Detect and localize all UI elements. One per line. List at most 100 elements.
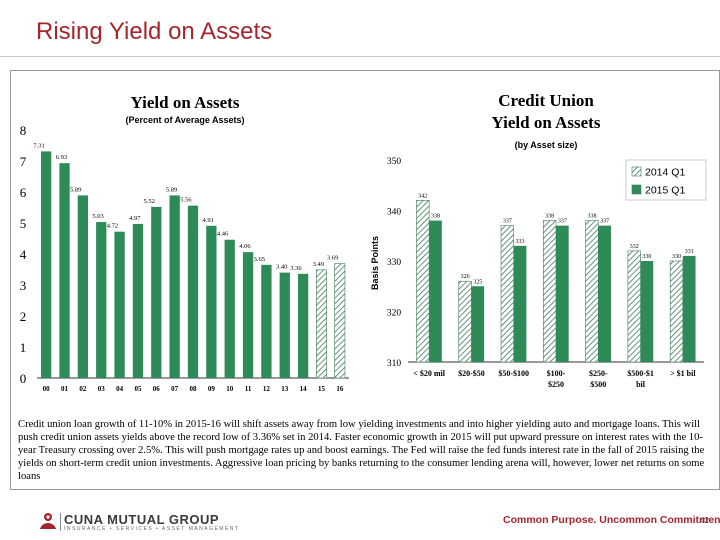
- x-tick-label: 15: [318, 385, 326, 393]
- slide-caption: Credit union loan growth of 11-10% in 20…: [18, 419, 705, 482]
- chart-title: Yield on Assets: [131, 93, 240, 112]
- x-tick-label: $250: [548, 380, 564, 389]
- bar-2014-q1: [500, 225, 515, 363]
- bar-2014-q1: [669, 260, 684, 363]
- bar-2015-q1: [429, 220, 442, 362]
- bar-2014-q1: [627, 250, 641, 363]
- data-label: 4.97: [129, 215, 141, 222]
- legend-swatch: [631, 166, 642, 177]
- data-label: 3.40: [276, 264, 287, 271]
- x-tick-label: 02: [79, 385, 87, 393]
- x-tick-label: 06: [153, 385, 161, 393]
- data-label: 5.03: [92, 213, 103, 220]
- x-tick-label: $250-: [589, 369, 608, 378]
- bar-06: [151, 206, 162, 378]
- x-tick-label: 11: [245, 385, 252, 393]
- x-tick-label: 14: [300, 385, 308, 393]
- y-tick-label: 3: [20, 278, 27, 293]
- legend-label: 2014 Q1: [645, 167, 685, 179]
- x-tick-label: 16: [336, 385, 344, 393]
- bar-2015-q1: [513, 245, 527, 362]
- bar-08: [187, 205, 199, 378]
- bar-03: [96, 222, 107, 378]
- y-tick-label: 0: [20, 371, 27, 386]
- data-label: 3.69: [327, 255, 338, 262]
- x-tick-label: $500-$1: [627, 369, 654, 378]
- data-label: 338: [587, 214, 596, 220]
- y-tick-label: 310: [387, 359, 402, 369]
- data-label: 337: [600, 219, 609, 225]
- x-tick-label: > $1 bil: [670, 369, 696, 378]
- data-label: 332: [630, 244, 639, 250]
- data-label: 331: [685, 249, 694, 255]
- y-tick-label: 1: [20, 340, 27, 355]
- bar-2015-q1: [682, 255, 696, 362]
- y-axis-label: Basis Points: [370, 236, 380, 290]
- x-tick-label: $50-$100: [498, 369, 529, 378]
- x-tick-label: 08: [190, 385, 198, 393]
- yield-on-assets-chart: Yield on Assets (Percent of Average Asse…: [20, 93, 349, 393]
- y-tick-label: 2: [20, 309, 27, 324]
- y-tick-label: 330: [387, 258, 402, 268]
- x-tick-label: 04: [116, 385, 124, 393]
- bar-16: [334, 263, 346, 379]
- title-divider: [0, 56, 720, 57]
- x-tick-label: bil: [636, 380, 646, 389]
- data-label: 3.49: [313, 261, 324, 268]
- logo-divider: [60, 513, 61, 531]
- bar-2015-q1: [598, 225, 611, 362]
- bar-00: [41, 151, 52, 378]
- x-tick-label: $100-: [547, 369, 566, 378]
- bar-12: [261, 264, 272, 378]
- data-label: 333: [516, 239, 525, 245]
- y-tick-label: 7: [20, 154, 27, 169]
- slide-title: Rising Yield on Assets: [36, 18, 273, 45]
- data-label: 325: [473, 279, 482, 285]
- bar-2015-q1: [556, 225, 569, 362]
- chart-title-line-1: Credit Union: [498, 91, 594, 110]
- legend-swatch: [631, 184, 642, 195]
- y-tick-label: 8: [20, 123, 27, 138]
- bar-10: [224, 239, 235, 378]
- bar-11: [242, 252, 254, 378]
- bar-04: [114, 231, 125, 378]
- credit-union-yield-chart: Credit Union Yield on Assets (by Asset s…: [370, 91, 707, 389]
- x-tick-label: 12: [263, 385, 271, 393]
- cuna-mutual-logo: CUNA MUTUAL GROUP INSURANCE • SERVICES •…: [38, 511, 238, 533]
- data-label: 337: [558, 219, 567, 225]
- x-tick-label: 03: [98, 385, 106, 393]
- y-tick-label: 340: [387, 208, 402, 218]
- bar-2015-q1: [471, 286, 485, 362]
- bar-14: [297, 273, 309, 378]
- y-tick-label: 5: [20, 216, 27, 231]
- logo-name: CUNA MUTUAL GROUP: [64, 512, 220, 527]
- legend-label: 2015 Q1: [645, 185, 685, 197]
- y-tick-label: 6: [20, 185, 27, 200]
- data-label: 3.36: [290, 265, 302, 272]
- x-tick-label: 10: [226, 385, 234, 393]
- bar-2014-q1: [416, 200, 430, 363]
- data-label: 338: [545, 214, 554, 220]
- bar-05: [132, 223, 144, 378]
- bar-13: [279, 272, 290, 378]
- bar-01: [59, 163, 70, 378]
- data-label: 4.46: [217, 231, 229, 238]
- x-tick-label: 07: [171, 385, 179, 393]
- bar-15: [316, 269, 327, 379]
- bar-2014-q1: [458, 280, 472, 363]
- data-label: 5.89: [166, 186, 177, 193]
- x-tick-label: $500: [590, 380, 606, 389]
- chart-title-line-2: Yield on Assets: [492, 113, 601, 132]
- data-label: 330: [642, 254, 651, 260]
- bar-2015-q1: [640, 261, 654, 362]
- x-tick-label: $20-$50: [458, 369, 485, 378]
- bar-2014-q1: [543, 220, 557, 363]
- chart-subtitle: (by Asset size): [515, 140, 578, 150]
- data-label: 326: [461, 274, 470, 280]
- footer-tagline: Common Purpose. Uncommon Commitment.: [503, 514, 720, 526]
- chart-subtitle: (Percent of Average Assets): [125, 115, 244, 125]
- bar-07: [169, 195, 180, 378]
- logo-mark-icon: [40, 513, 56, 529]
- data-label: 330: [672, 254, 681, 260]
- x-tick-label: < $20 mil: [413, 369, 445, 378]
